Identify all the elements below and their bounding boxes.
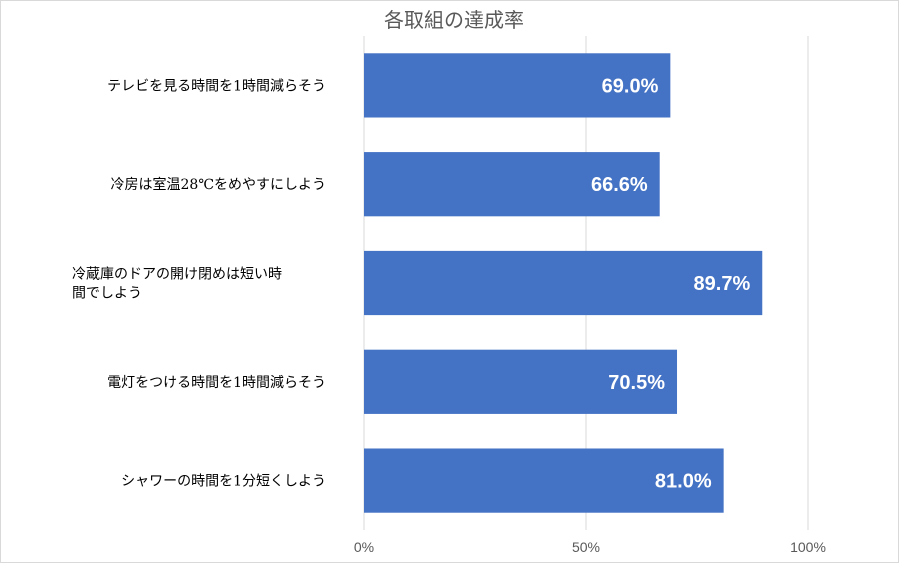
category-label: 電灯をつける時間を1時間減らそう [107, 374, 326, 391]
bar [364, 152, 660, 217]
x-tick-label: 0% [354, 539, 374, 555]
bar [364, 250, 763, 316]
category-label: シャワーの時間を1分短くしよう [121, 474, 326, 490]
data-label: 81.0% [655, 471, 712, 493]
bar [364, 53, 671, 118]
category-label: テレビを見る時間を1時間減らそう [107, 77, 326, 94]
data-label: 70.5% [608, 372, 665, 394]
bar [364, 349, 678, 414]
x-tick-label: 100% [790, 539, 826, 555]
bar [364, 448, 724, 513]
chart-title: 各取組の達成率 [384, 8, 524, 32]
category-label: 冷房は室温28℃をめやすにしよう [111, 176, 326, 193]
x-tick-label: 50% [572, 539, 600, 555]
labels: 0% 50% 100% 69.0% テレビを見る時間を1時間減らそう 66.6% 冷房は室温… [72, 75, 826, 555]
data-label: 89.7% [694, 273, 751, 295]
category-label: 冷蔵庫のドアの開け閉めは短い時間でしよう [72, 266, 282, 302]
data-label: 66.6% [591, 174, 648, 196]
bars [364, 53, 763, 513]
data-label: 69.0% [602, 75, 659, 97]
